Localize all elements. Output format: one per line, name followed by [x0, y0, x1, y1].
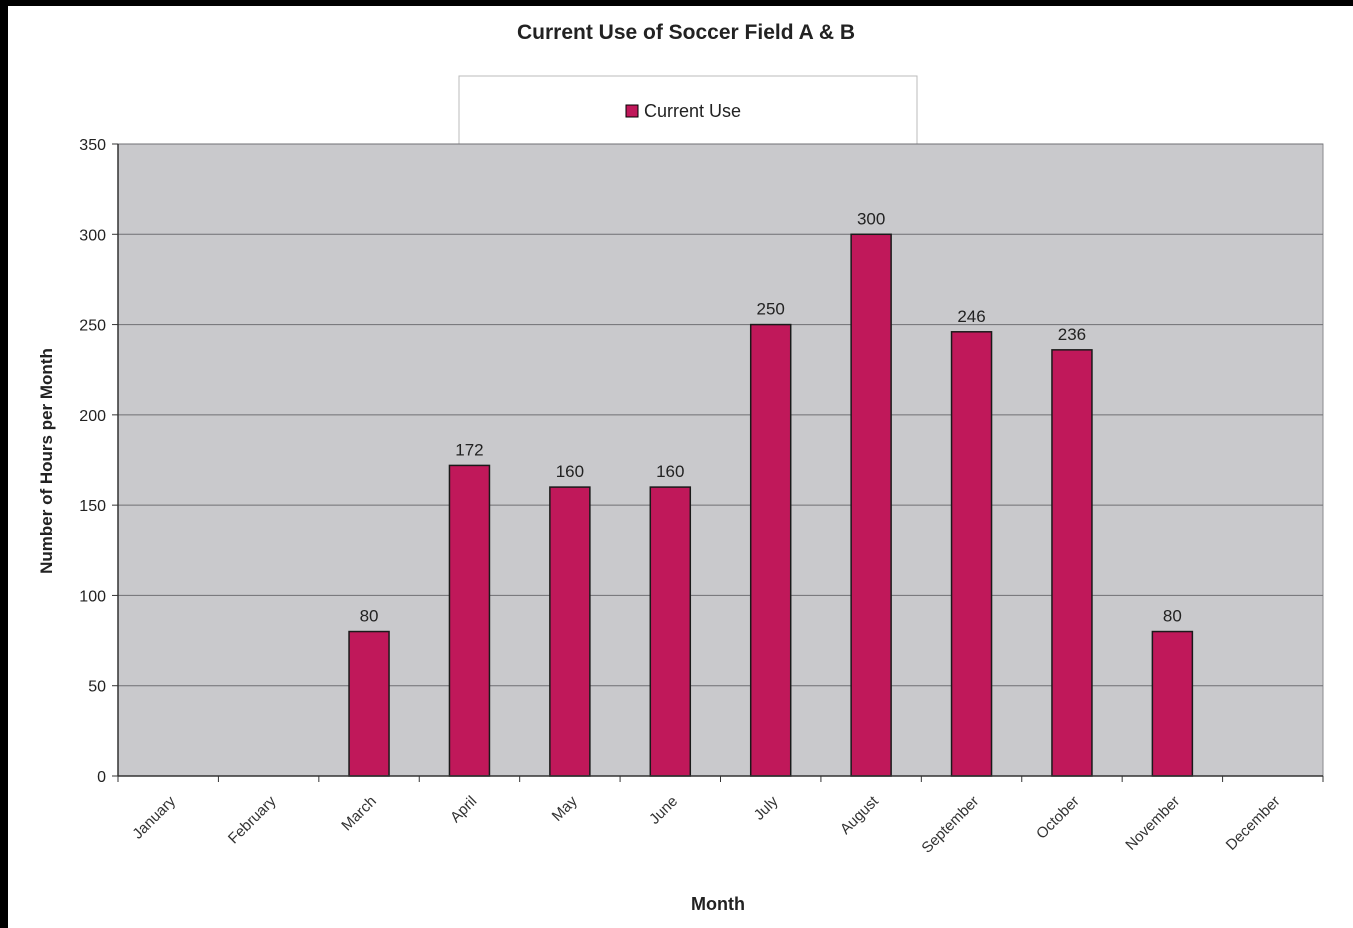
y-tick-label: 250 — [79, 318, 106, 335]
bars — [348, 233, 1194, 777]
x-tick-label: September — [918, 793, 982, 857]
bar-october — [1051, 349, 1093, 777]
data-label: 300 — [857, 209, 885, 228]
y-tick-label: 50 — [88, 679, 106, 696]
bar-may — [549, 486, 591, 777]
legend-box — [458, 75, 918, 147]
gridlines — [118, 143, 1323, 687]
chart-frame: Current Use of Soccer Field A & B Curren… — [8, 6, 1353, 928]
x-tick-label: December — [1223, 793, 1284, 854]
x-axis-labels: January February March April May June July Augu… — [129, 792, 1283, 856]
data-label: 172 — [455, 440, 483, 459]
bar-july — [749, 323, 792, 777]
x-tick-label: November — [1122, 793, 1183, 854]
x-tick-label: January — [129, 792, 179, 842]
x-tick-label: February — [225, 792, 280, 847]
legend-swatch — [625, 104, 639, 118]
y-axis-ticks: 0 50 100 150 200 250 300 350 — [79, 137, 118, 786]
bar-august — [850, 233, 892, 777]
legend-label: Current Use — [644, 101, 741, 121]
bar-chart: Current Use of Soccer Field A & B Curren… — [37, 21, 1324, 914]
y-tick-label: 200 — [79, 408, 106, 425]
y-tick-label: 150 — [79, 498, 106, 515]
data-label: 80 — [1163, 607, 1182, 626]
x-axis-title: Month — [691, 894, 745, 914]
plot-area — [117, 143, 1324, 777]
bar-june — [649, 486, 692, 777]
x-tick-label: April — [447, 793, 480, 826]
bar-april — [448, 464, 491, 777]
bar-september — [950, 331, 993, 777]
data-label: 160 — [656, 462, 684, 481]
x-tick-label: May — [549, 792, 581, 824]
bar-november — [1151, 630, 1194, 777]
x-tick-label: August — [837, 792, 883, 838]
y-tick-label: 100 — [79, 588, 106, 605]
x-tick-label: July — [751, 792, 782, 823]
data-label: 160 — [556, 462, 584, 481]
legend: Current Use — [458, 75, 918, 147]
y-tick-label: 0 — [97, 769, 106, 786]
data-label: 80 — [360, 607, 379, 626]
data-label: 236 — [1058, 325, 1086, 344]
x-tick-label: March — [338, 793, 379, 834]
y-tick-label: 350 — [79, 137, 106, 154]
data-label: 250 — [757, 300, 785, 319]
x-tick-label: June — [646, 793, 681, 828]
x-axis-ticks — [117, 776, 1324, 782]
y-axis-title: Number of Hours per Month — [37, 348, 56, 574]
data-label: 246 — [957, 307, 985, 326]
data-labels: 80 172 160 160 250 300 246 236 80 — [360, 209, 1182, 625]
chart-title: Current Use of Soccer Field A & B — [517, 21, 855, 44]
bar-march — [348, 630, 390, 777]
x-tick-label: October — [1033, 793, 1083, 843]
y-tick-label: 300 — [79, 227, 106, 244]
